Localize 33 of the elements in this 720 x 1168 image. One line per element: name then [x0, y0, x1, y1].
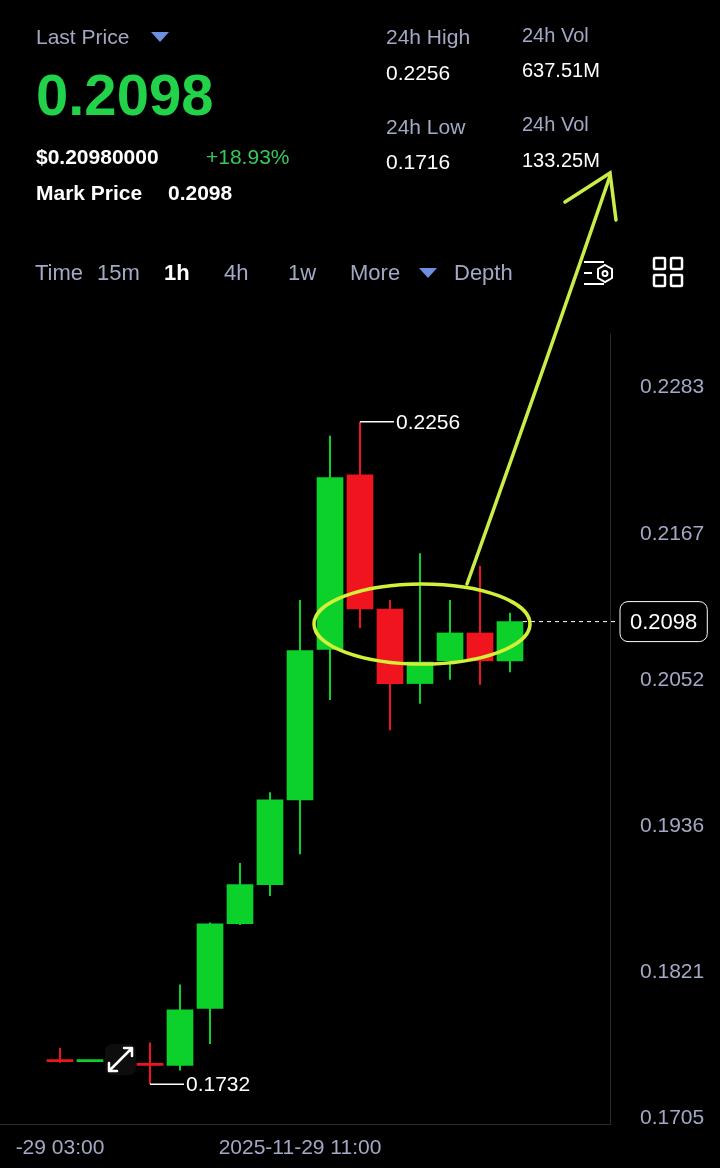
text: 1w [288, 259, 317, 287]
y-tick-label: 0.2283 [640, 374, 705, 398]
text: 24h Low [386, 114, 466, 140]
annotation: 0.2256 [396, 409, 461, 433]
text: 24h Vol [522, 112, 589, 136]
y-tick-label: 0.1821 [640, 958, 705, 982]
text: 0.1716 [386, 149, 451, 175]
text: 637.51M [522, 58, 600, 82]
text: 24h High [386, 24, 471, 50]
text: $0.20980000 [36, 144, 159, 170]
text: 1h [164, 259, 190, 287]
y-tick-label: 0.1936 [640, 813, 705, 837]
text: 4h [224, 259, 249, 287]
text: Mark Price [36, 180, 143, 206]
x-tick-label: 2025-11-29 11:00 [218, 1135, 382, 1159]
y-tick-label: 0.1705 [640, 1105, 705, 1129]
annotation: 0.1732 [186, 1072, 251, 1096]
text: 24h Vol [522, 23, 589, 47]
x-tick-label: -29 03:00 [15, 1135, 105, 1159]
text: +18.93% [206, 144, 290, 170]
text: Time [35, 259, 84, 287]
text: Last Price [36, 24, 130, 50]
text: Depth [454, 259, 513, 287]
text: 15m [97, 259, 140, 287]
text: 0.2098 [36, 61, 214, 130]
text: 0.2098 [168, 180, 233, 206]
y-tick-label: 0.2052 [640, 666, 705, 690]
text: 133.25M [522, 148, 600, 172]
text: 0.2256 [386, 60, 451, 86]
ref-line-label: 0.2098 [630, 608, 698, 634]
text: More [350, 259, 401, 287]
candlestick [136, 1041, 164, 1086]
y-tick-label: 0.2167 [640, 521, 705, 545]
